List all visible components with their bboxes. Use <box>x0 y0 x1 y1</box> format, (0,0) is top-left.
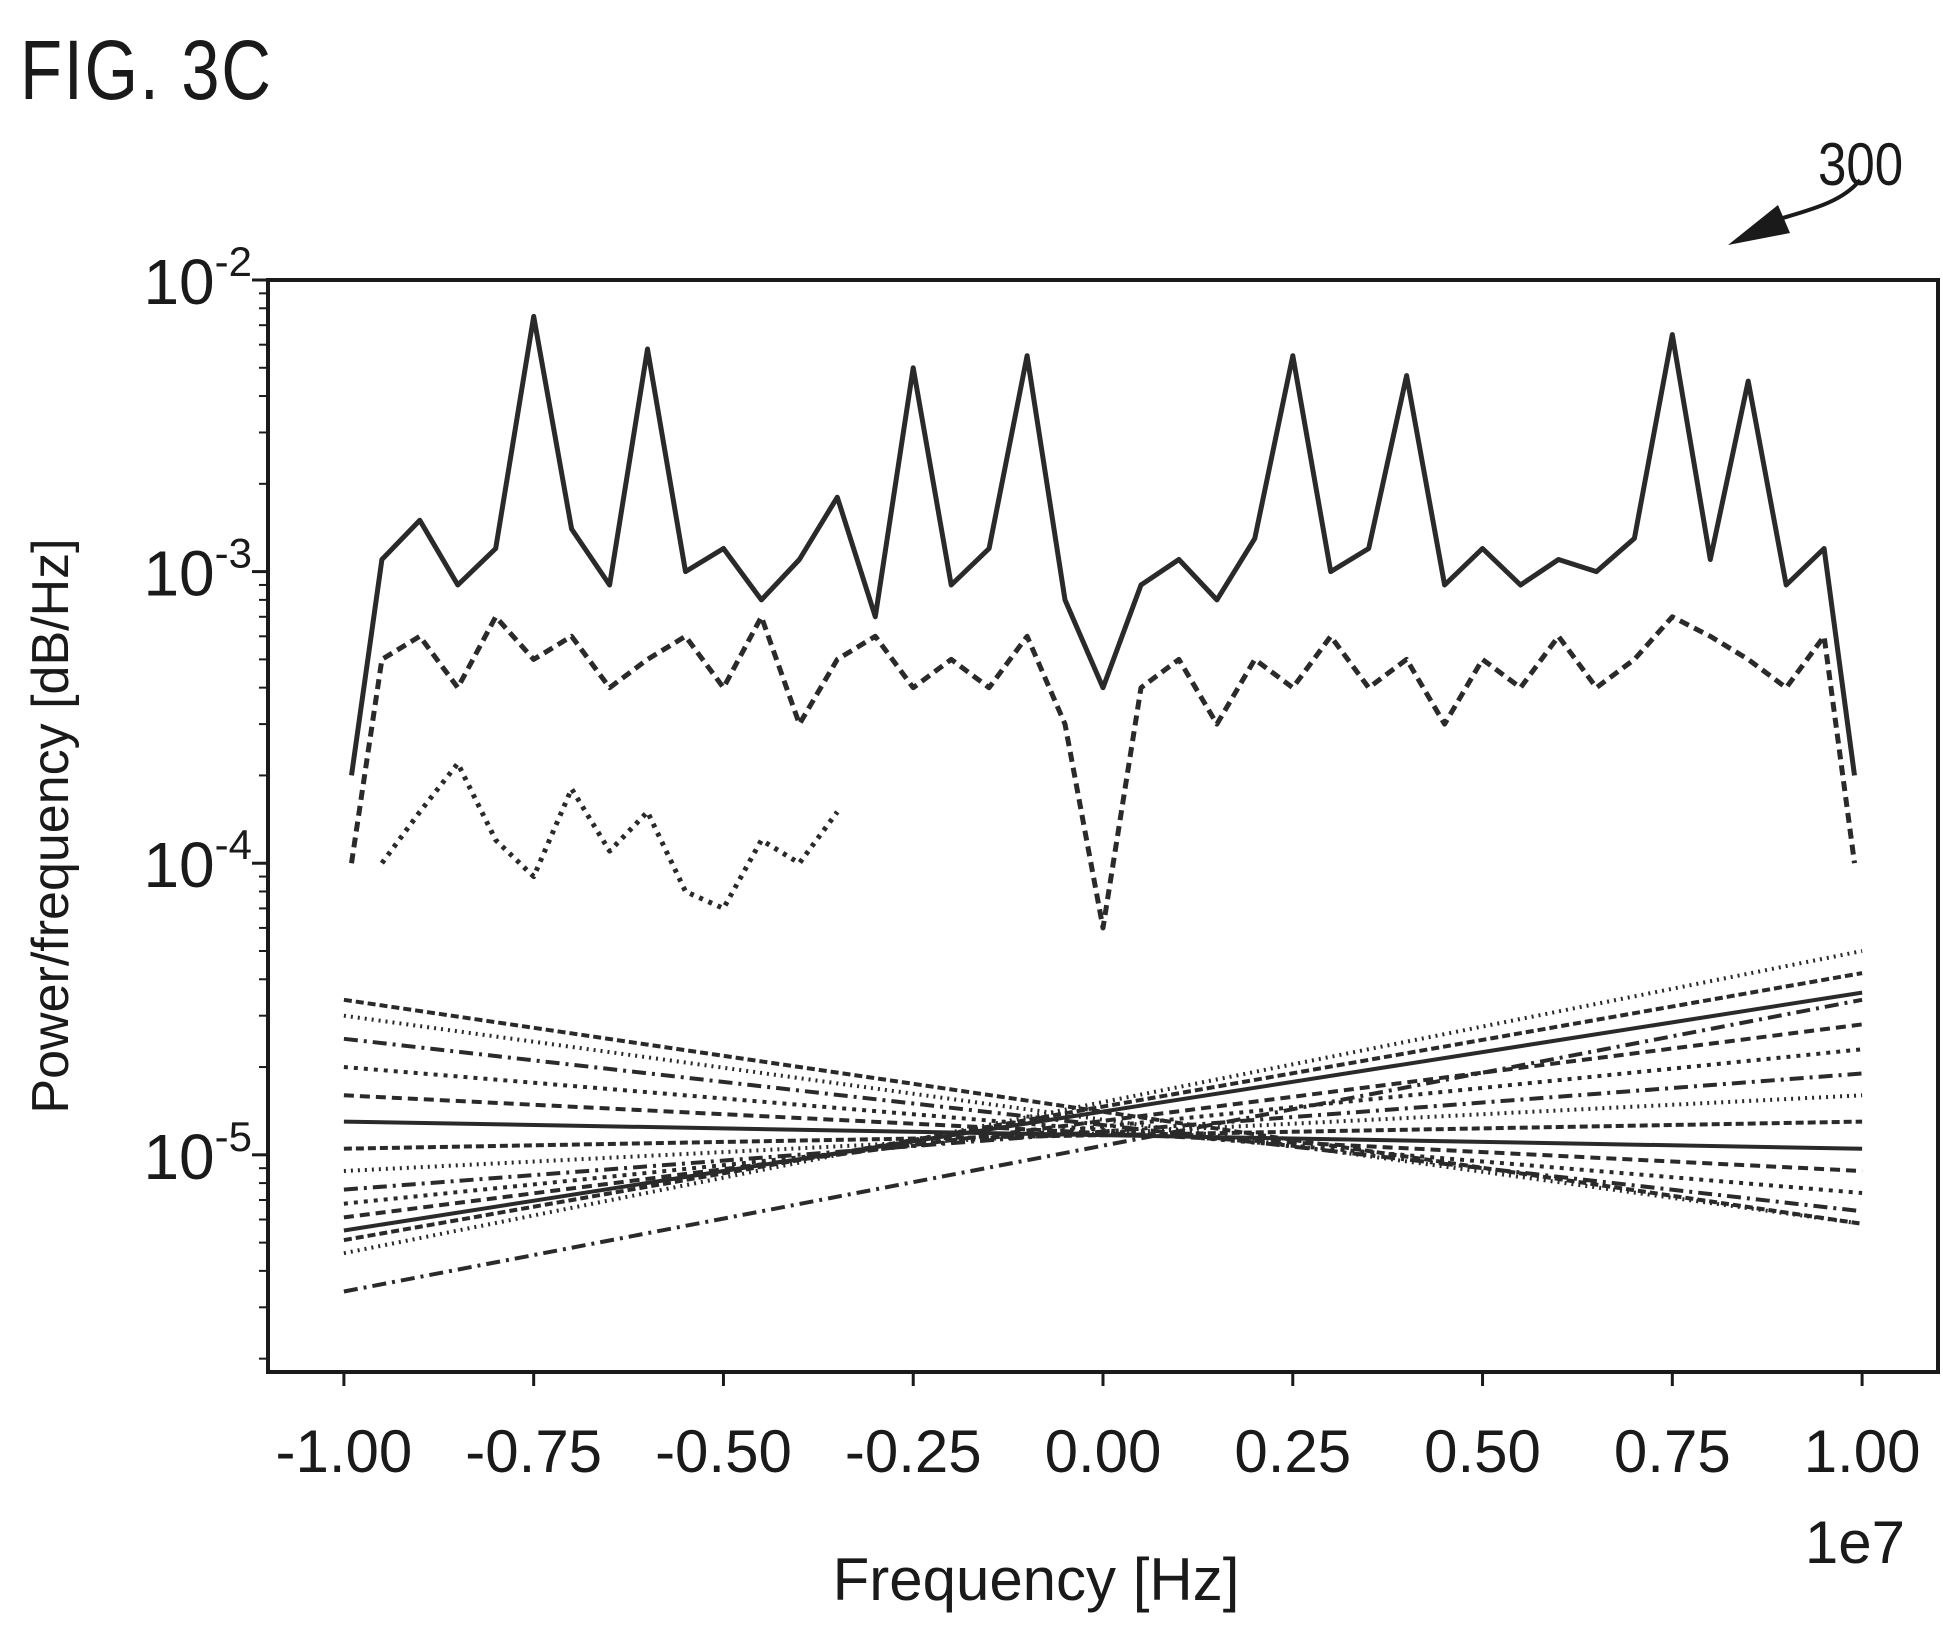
series-line-8 <box>343 1022 1863 1220</box>
y-axis-label: Power/frequency [dB/Hz] <box>22 538 80 1113</box>
x-axis-offset-label: 1e7 <box>1805 1509 1905 1576</box>
x-tick-label: -1.00 <box>276 1418 413 1485</box>
y-tick-label: 10-3 <box>143 530 252 610</box>
x-tick-label: -0.75 <box>465 1418 602 1485</box>
reference-numeral: 300 <box>1818 131 1904 198</box>
x-tick-label: 1.00 <box>1804 1418 1921 1485</box>
figure-label: FIG. 3C <box>20 23 273 117</box>
x-tick-label: 0.75 <box>1614 1418 1731 1485</box>
series-line-15 <box>343 1065 1863 1195</box>
x-tick-label: 0.50 <box>1424 1418 1541 1485</box>
series-line-5 <box>343 949 1863 1256</box>
y-tick-label: 10-5 <box>143 1113 252 1193</box>
y-tick-label: 10-2 <box>143 238 252 318</box>
x-axis-ticks: -1.00 -0.75 -0.50 -0.25 0.00 0.25 0.50 0.75 1.00 <box>276 1372 1921 1485</box>
series-line-16 <box>343 1036 1863 1214</box>
x-tick-label: -0.50 <box>655 1418 792 1485</box>
series-line-6 <box>343 971 1863 1243</box>
y-axis-ticks: 10-2 10-3 10-4 10-5 <box>143 238 268 1360</box>
reference-leader-line <box>1769 178 1862 224</box>
series-line-3 <box>379 760 840 911</box>
series-line-1 <box>349 313 1857 776</box>
x-tick-label: 0.25 <box>1234 1418 1351 1485</box>
series-line-17 <box>343 1013 1863 1226</box>
x-tick-label: -0.25 <box>845 1418 982 1485</box>
series-line-2 <box>349 614 1857 931</box>
series-line-18 <box>343 997 1863 1226</box>
series-line-14 <box>343 1093 1863 1173</box>
x-axis-label: Frequency [Hz] <box>833 1546 1240 1613</box>
x-tick-label: 0.00 <box>1045 1418 1162 1485</box>
series-layer <box>343 313 1863 1294</box>
series-line-4 <box>343 997 1863 1294</box>
reference-arrowhead <box>1728 205 1790 245</box>
series-line-11 <box>343 1093 1863 1173</box>
series-line-7 <box>343 990 1863 1233</box>
plot-frame <box>266 278 1940 1374</box>
y-tick-label: 10-4 <box>143 821 252 901</box>
